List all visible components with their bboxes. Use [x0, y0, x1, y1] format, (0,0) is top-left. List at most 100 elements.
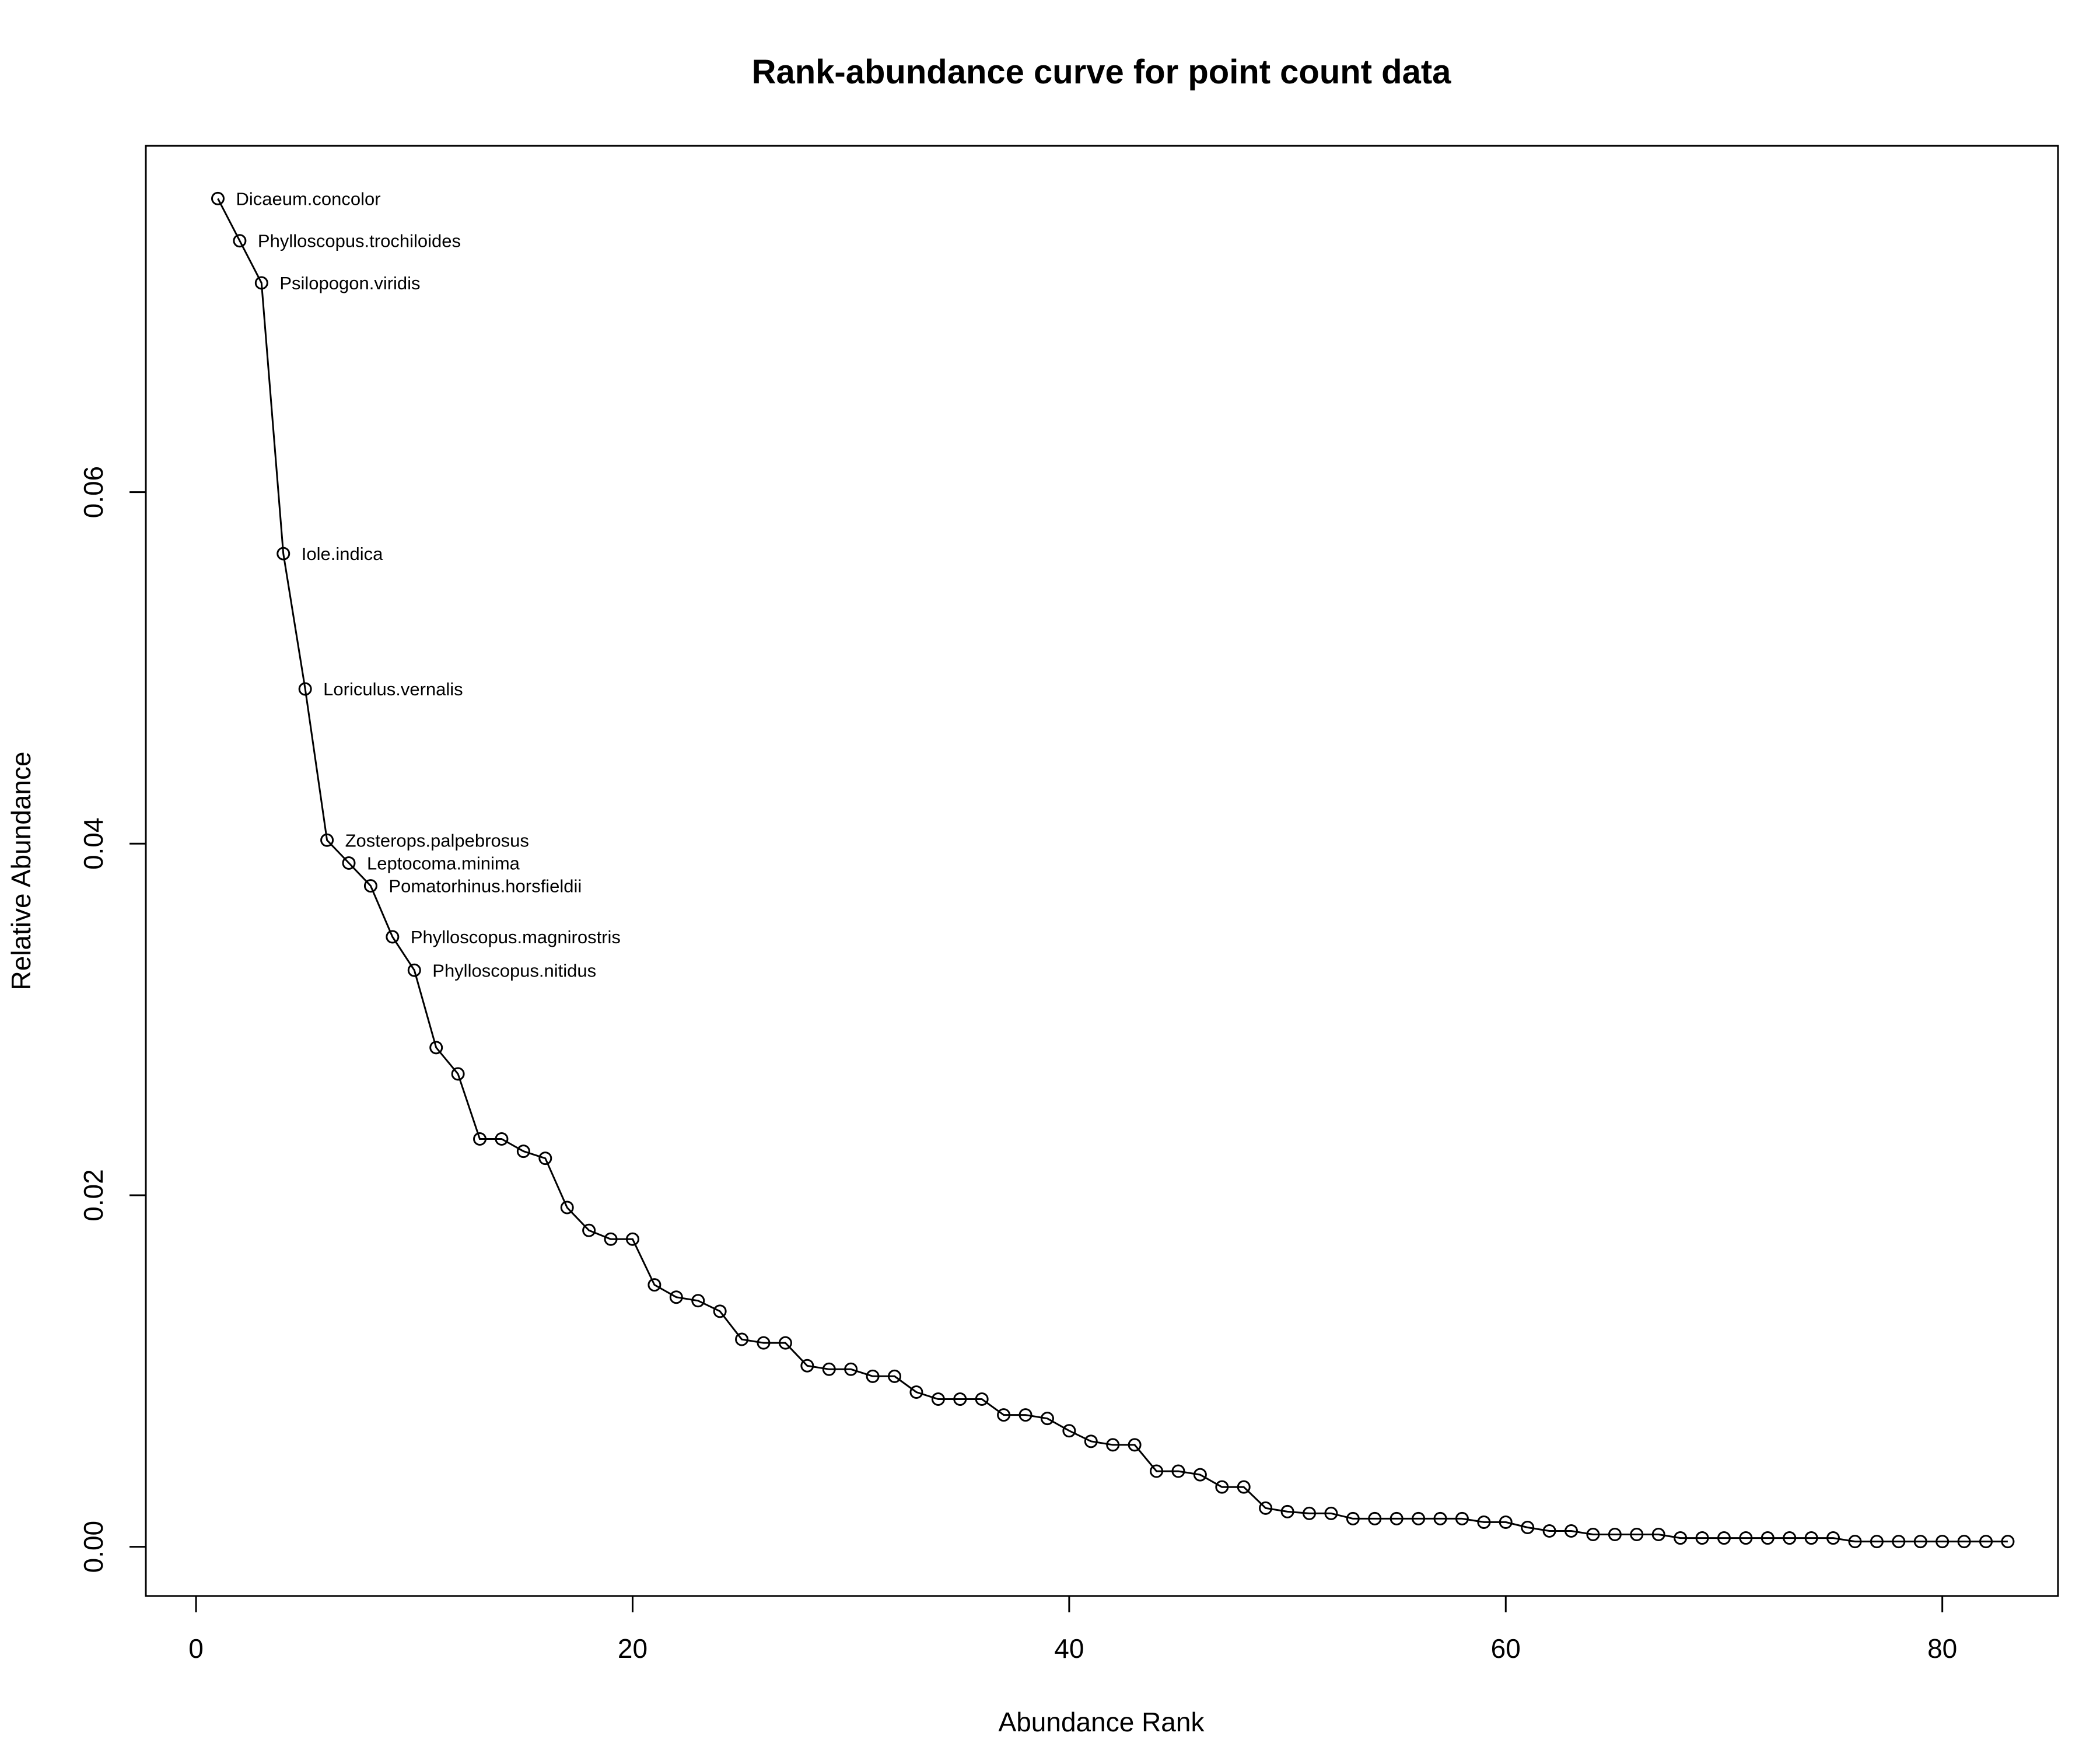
- data-point: [211, 191, 225, 205]
- data-point: [1695, 1531, 1709, 1545]
- data-point: [429, 1041, 443, 1055]
- data-point: [1106, 1438, 1120, 1452]
- data-point: [866, 1369, 880, 1383]
- data-point: [1433, 1511, 1447, 1525]
- data-point: [582, 1223, 596, 1237]
- data-point: [386, 930, 400, 944]
- data-point: [931, 1392, 945, 1406]
- data-point: [975, 1392, 989, 1406]
- data-point: [298, 682, 312, 696]
- data-point: [495, 1132, 509, 1146]
- x-tick-label: 0: [188, 1633, 204, 1664]
- data-point: [778, 1336, 792, 1350]
- data-point: [648, 1278, 662, 1292]
- data-point: [276, 547, 290, 561]
- x-tick-label: 60: [1491, 1633, 1521, 1664]
- data-point: [1674, 1531, 1688, 1545]
- data-point: [1215, 1480, 1229, 1494]
- y-tick-label: 0.02: [78, 1169, 108, 1222]
- data-point: [342, 856, 356, 870]
- data-point: [538, 1152, 552, 1166]
- data-point: [1783, 1531, 1797, 1545]
- data-point: [1870, 1535, 1884, 1549]
- point-label: Phylloscopus.nitidus: [432, 960, 596, 981]
- data-point: [1564, 1524, 1578, 1538]
- data-point: [604, 1232, 618, 1246]
- data-point: [1826, 1531, 1840, 1545]
- data-point: [1957, 1535, 1971, 1549]
- data-point: [1630, 1528, 1644, 1542]
- data-point: [691, 1294, 705, 1308]
- data-point: [1586, 1528, 1600, 1542]
- data-point: [953, 1392, 967, 1406]
- y-tick-label: 0.04: [78, 818, 108, 870]
- chart-title: Rank-abundance curve for point count dat…: [752, 53, 1452, 91]
- point-label: Iole.indica: [302, 544, 383, 564]
- data-point: [1302, 1506, 1316, 1520]
- data-point: [2001, 1535, 2015, 1549]
- data-point: [560, 1200, 574, 1214]
- data-point: [516, 1144, 530, 1158]
- series-line: [217, 198, 2008, 1543]
- y-axis: 0.00 0.02 0.04 0.06: [78, 466, 147, 1573]
- y-tick-label: 0.06: [78, 466, 108, 519]
- data-point: [1150, 1464, 1164, 1478]
- data-point: [1193, 1468, 1207, 1482]
- data-point: [1848, 1535, 1862, 1549]
- data-point: [1892, 1535, 1906, 1549]
- point-label: Leptocoma.minima: [367, 853, 520, 873]
- series-layer: [211, 191, 2015, 1549]
- data-point: [1171, 1464, 1185, 1478]
- data-point: [909, 1385, 923, 1399]
- data-point: [1062, 1424, 1076, 1438]
- data-point: [1739, 1531, 1753, 1545]
- point-label: Psilopogon.viridis: [279, 273, 420, 293]
- data-point: [1760, 1531, 1774, 1545]
- data-point: [997, 1408, 1011, 1422]
- data-point: [451, 1067, 465, 1081]
- data-point: [1128, 1438, 1142, 1452]
- data-point: [625, 1232, 639, 1246]
- data-point: [888, 1369, 902, 1383]
- data-point: [1455, 1511, 1469, 1525]
- data-point: [1804, 1531, 1818, 1545]
- data-point: [1499, 1515, 1513, 1529]
- data-point: [1346, 1511, 1360, 1525]
- data-point: [1651, 1528, 1665, 1542]
- data-point: [1237, 1480, 1251, 1494]
- x-axis: 0 20 40 60 80: [188, 1595, 1957, 1664]
- data-point: [1019, 1408, 1032, 1422]
- x-axis-label: Abundance Rank: [999, 1707, 1205, 1737]
- point-label: Phylloscopus.magnirostris: [411, 927, 621, 947]
- data-point: [233, 234, 247, 248]
- point-label: Dicaeum.concolor: [236, 188, 380, 209]
- data-point: [844, 1362, 858, 1376]
- data-point: [757, 1336, 771, 1350]
- point-label: Zosterops.palpebrosus: [345, 830, 529, 850]
- data-point: [1936, 1535, 1950, 1549]
- data-point: [1979, 1535, 1993, 1549]
- data-point: [407, 963, 421, 977]
- data-point: [1324, 1506, 1338, 1520]
- y-tick-label: 0.00: [78, 1521, 108, 1573]
- data-point: [822, 1362, 836, 1376]
- data-point: [1368, 1511, 1382, 1525]
- data-point: [1521, 1520, 1535, 1534]
- x-tick-label: 20: [618, 1633, 648, 1664]
- data-point: [363, 879, 377, 893]
- data-point: [713, 1304, 727, 1318]
- data-point: [254, 276, 268, 290]
- point-label: Pomatorhinus.horsfieldii: [388, 876, 582, 897]
- point-label: Phylloscopus.trochiloides: [258, 231, 461, 251]
- data-point: [320, 833, 334, 847]
- data-point: [1084, 1434, 1098, 1448]
- point-label: Loriculus.vernalis: [323, 679, 463, 699]
- data-point: [800, 1359, 814, 1373]
- data-point: [1412, 1511, 1426, 1525]
- data-point: [1913, 1535, 1927, 1549]
- data-point: [669, 1290, 683, 1304]
- data-point: [1259, 1501, 1273, 1515]
- data-point: [1477, 1515, 1491, 1529]
- data-point: [1542, 1524, 1556, 1538]
